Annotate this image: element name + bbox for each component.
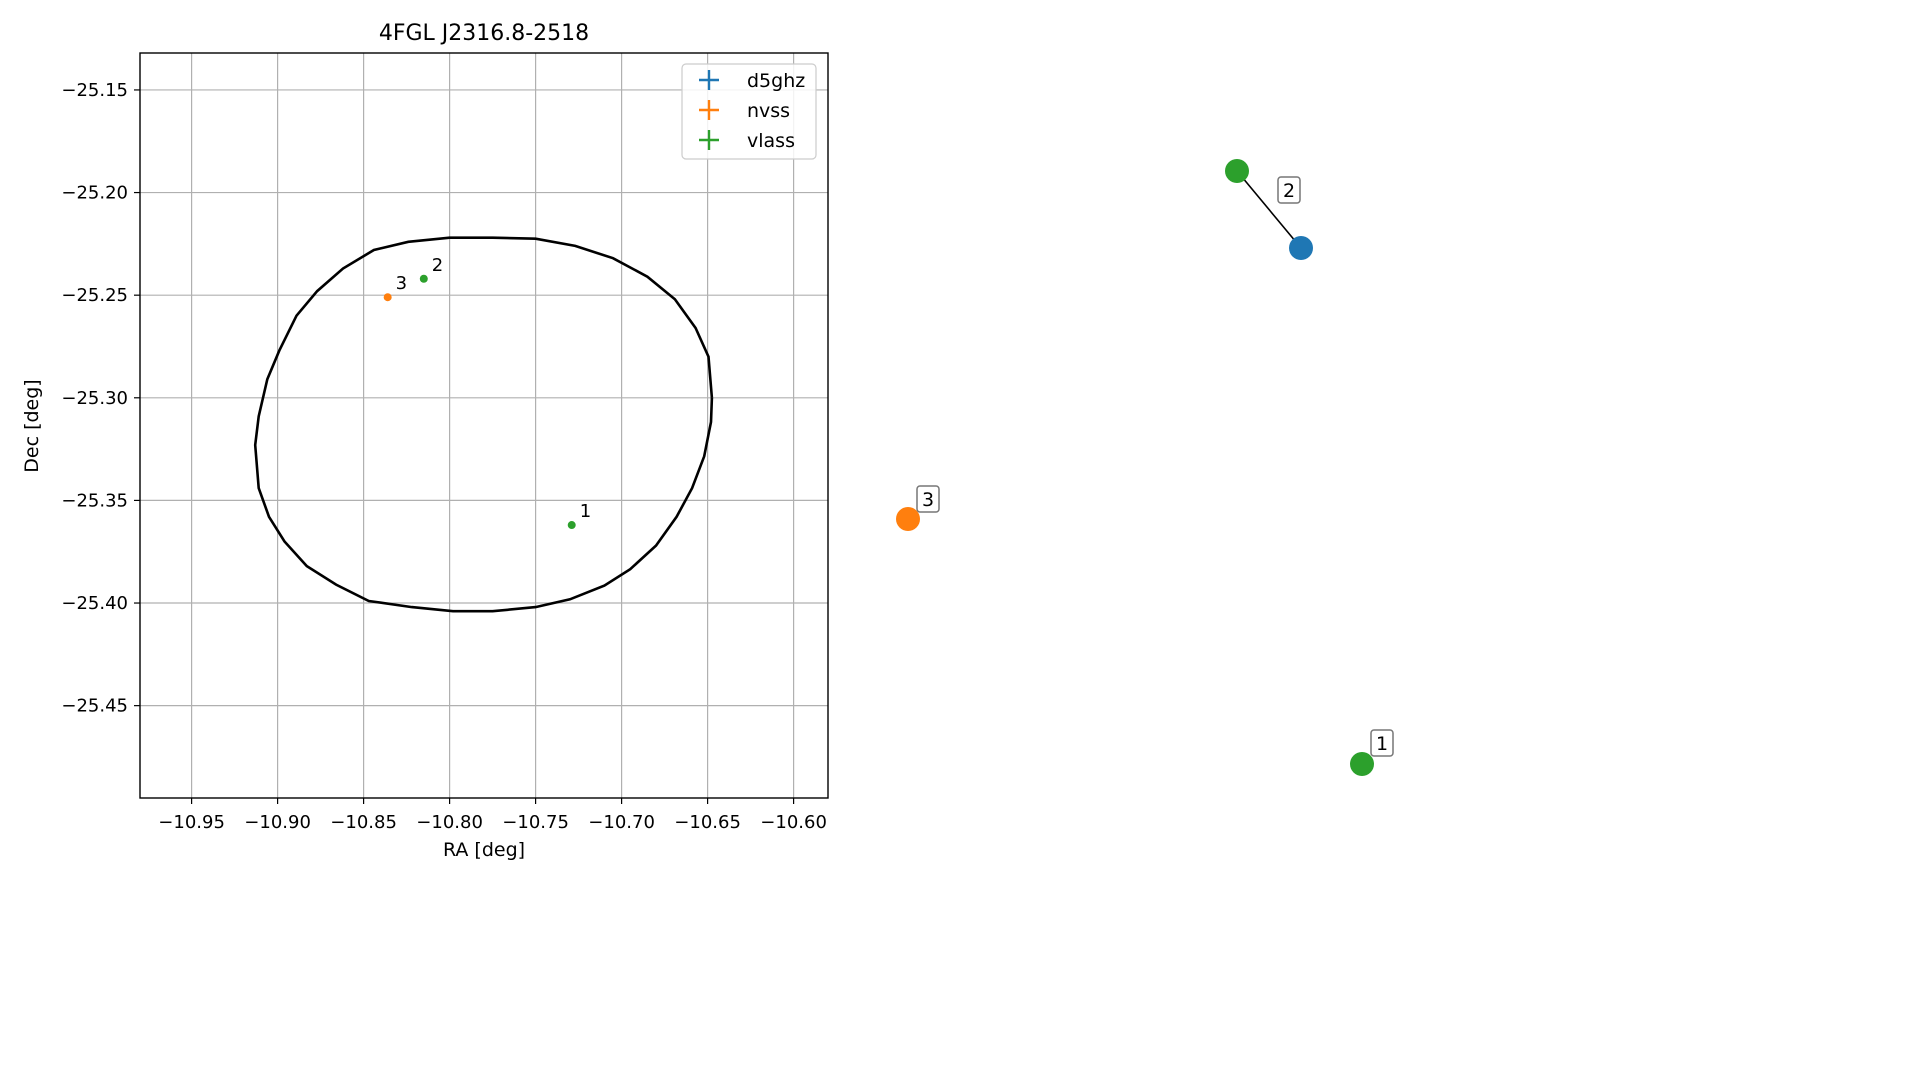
edges-layer — [1236, 170, 1302, 249]
graph-node-2 — [1225, 159, 1249, 183]
y-tick-label: −25.15 — [61, 80, 128, 101]
x-ticks: −10.95 −10.90 −10.85 −10.80 −10.75 −10.70 −10.… — [158, 798, 827, 833]
source-point-1 — [567, 521, 576, 530]
source-point-2 — [419, 274, 428, 283]
points-layer: 1 2 3 — [383, 255, 591, 530]
y-tick-label: −25.45 — [61, 696, 128, 717]
graph-label-3: 3 — [922, 489, 934, 511]
graph-node-1 — [1350, 752, 1374, 776]
chart-title: 4FGL J2316.8-2518 — [379, 21, 589, 46]
x-tick-label: −10.60 — [760, 812, 827, 833]
main-chart: 4FGL J2316.8-2518 1 2 3 −10.95 −10.90 −10.85… — [21, 21, 829, 861]
graph-label-box-3 — [916, 485, 940, 513]
graph-label-box-2 — [1277, 176, 1301, 204]
legend-label-nvss: nvss — [747, 100, 790, 122]
y-tick-label: −25.20 — [61, 183, 128, 204]
legend: d5ghz nvss vlass — [681, 63, 817, 160]
x-tick-label: −10.95 — [158, 812, 225, 833]
nodes-layer: 2 3 1 — [896, 159, 1394, 776]
graph-node-3 — [896, 507, 920, 531]
x-tick-label: −10.90 — [244, 812, 311, 833]
error-ellipse — [253, 236, 714, 613]
error-ellipse-line — [253, 236, 714, 613]
graph-label-2: 2 — [1283, 180, 1295, 202]
y-axis-label: Dec [deg] — [21, 379, 43, 472]
legend-label-vlass: vlass — [747, 130, 795, 152]
legend-box — [681, 63, 817, 160]
x-tick-label: −10.75 — [502, 812, 569, 833]
source-label-1: 1 — [580, 501, 591, 522]
grid — [140, 53, 828, 798]
y-ticks: −25.15 −25.20 −25.25 −25.30 −25.35 −25.40 −25.… — [61, 80, 140, 717]
legend-label-d5ghz: d5ghz — [747, 70, 805, 92]
plot-frame — [139, 52, 829, 799]
y-tick-label: −25.25 — [61, 285, 128, 306]
graph-node-d5 — [1289, 236, 1313, 260]
graph-label-box-1 — [1370, 729, 1394, 757]
legend-items: d5ghz nvss vlass — [699, 70, 805, 152]
x-axis-label: RA [deg] — [443, 839, 525, 861]
x-tick-label: −10.80 — [416, 812, 483, 833]
x-tick-label: −10.70 — [588, 812, 655, 833]
side-graph: 2 3 1 — [896, 159, 1394, 776]
y-tick-label: −25.35 — [61, 490, 128, 511]
y-tick-label: −25.40 — [61, 593, 128, 614]
source-point-3 — [383, 293, 392, 302]
y-tick-label: −25.30 — [61, 388, 128, 409]
source-label-2: 2 — [432, 255, 443, 276]
x-tick-label: −10.65 — [674, 812, 741, 833]
graph-edge — [1236, 170, 1302, 249]
graph-label-1: 1 — [1376, 733, 1388, 755]
x-tick-label: −10.85 — [330, 812, 397, 833]
source-label-3: 3 — [396, 273, 407, 294]
